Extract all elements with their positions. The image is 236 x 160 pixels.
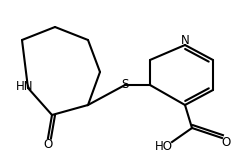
Text: HO: HO	[155, 140, 173, 153]
Text: N: N	[181, 33, 189, 47]
Text: O: O	[43, 139, 53, 152]
Text: O: O	[221, 136, 231, 149]
Text: HN: HN	[16, 80, 34, 92]
Text: S: S	[121, 79, 129, 92]
